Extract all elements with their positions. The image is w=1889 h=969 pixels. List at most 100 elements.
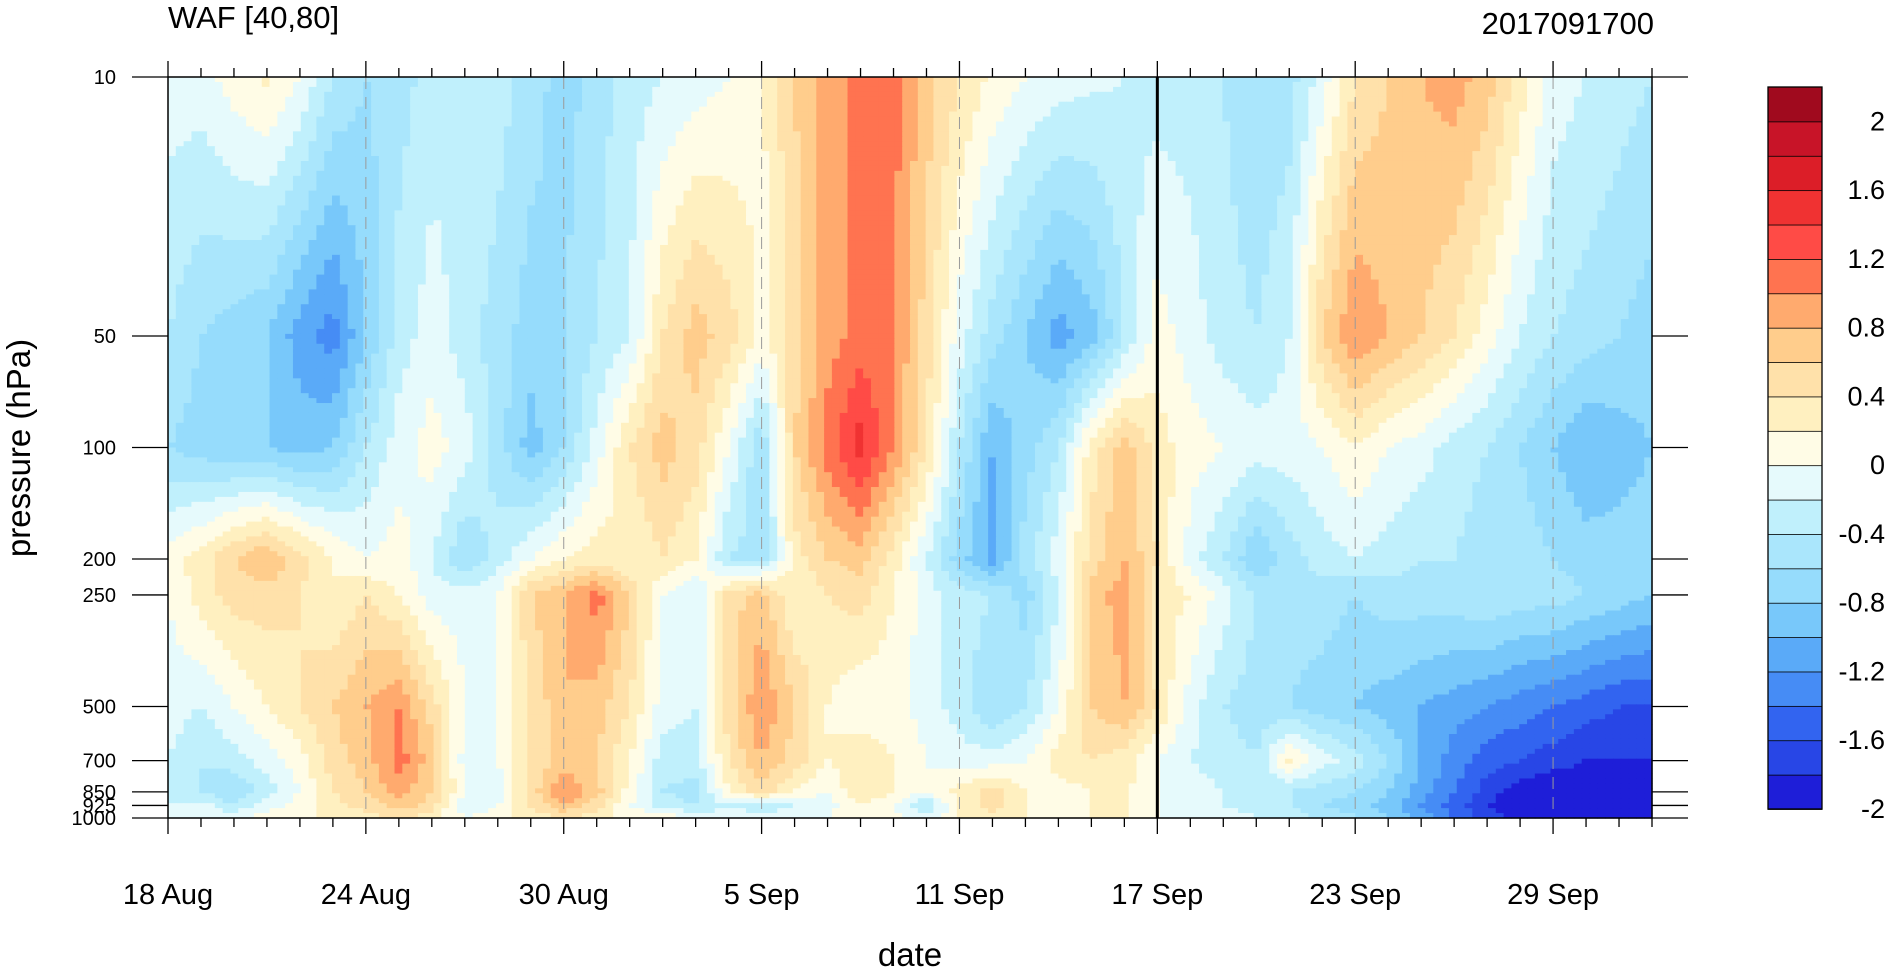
contour-cell [1612, 170, 1622, 177]
contour-cell [441, 180, 450, 187]
contour-cell [824, 81, 833, 88]
contour-cell [660, 101, 669, 108]
contour-cell [230, 101, 239, 108]
contour-cell [1441, 96, 1450, 103]
contour-cell [628, 101, 638, 108]
contour-cell [332, 175, 341, 182]
contour-cell [503, 77, 513, 83]
contour-cell [230, 96, 239, 103]
contour-cell [292, 156, 302, 162]
contour-cell [1042, 86, 1052, 93]
contour-cell [355, 160, 364, 167]
contour-cell [847, 86, 856, 93]
contour-cell [636, 116, 646, 123]
contour-cell [402, 126, 411, 132]
contour-cell [1339, 170, 1348, 177]
contour-cell [183, 116, 193, 123]
contour-cell [332, 131, 341, 137]
contour-cell [1159, 86, 1169, 93]
contour-cell [394, 111, 403, 118]
contour-cell [675, 136, 685, 142]
contour-cell [1441, 81, 1450, 88]
contour-cell [1339, 101, 1348, 108]
contour-cell [605, 141, 614, 147]
contour-cell [456, 195, 466, 202]
contour-cell [980, 156, 989, 162]
contour-cell [339, 81, 349, 88]
contour-cell [175, 165, 185, 172]
contour-cell [316, 146, 325, 152]
contour-cell [535, 195, 544, 202]
contour-cell [394, 146, 403, 152]
contour-cell [628, 146, 638, 152]
contour-cell [1097, 101, 1106, 108]
contour-cell [1027, 151, 1036, 157]
contour-cell [636, 170, 646, 177]
contour-cell [589, 77, 599, 83]
contour-cell [902, 190, 911, 197]
contour-cell [277, 205, 286, 211]
contour-cell [207, 180, 216, 187]
contour-cell [870, 190, 880, 197]
contour-cell [1417, 116, 1427, 123]
contour-cell [1605, 200, 1614, 207]
contour-cell [1417, 131, 1427, 137]
contour-cell [1425, 170, 1434, 177]
contour-cell [1238, 131, 1247, 137]
contour-cell [589, 180, 599, 187]
contour-cell [425, 185, 435, 192]
contour-cell [691, 106, 700, 113]
contour-cell [175, 77, 185, 83]
contour-cell [1472, 160, 1481, 167]
contour-cell [605, 101, 614, 108]
contour-cell [363, 136, 372, 142]
contour-cell [246, 185, 255, 192]
contour-cell [933, 131, 942, 137]
contour-cell [1464, 160, 1473, 167]
contour-cell [464, 195, 474, 202]
contour-cell [738, 175, 747, 182]
contour-cell [1159, 165, 1169, 172]
contour-cell [308, 190, 317, 197]
contour-cell [1519, 101, 1528, 108]
contour-cell [238, 126, 247, 132]
contour-cell [183, 126, 193, 132]
contour-cell [308, 200, 317, 207]
contour-cell [246, 151, 255, 157]
contour-cell [253, 126, 263, 132]
contour-cell [175, 106, 185, 113]
contour-cell [1136, 136, 1145, 142]
contour-cell [1206, 141, 1216, 147]
contour-cell [449, 180, 458, 187]
contour-cell [1339, 165, 1348, 172]
contour-cell [972, 111, 981, 118]
contour-cell [995, 111, 1005, 118]
contour-cell [207, 91, 216, 98]
contour-cell [238, 116, 247, 123]
contour-cell [628, 77, 638, 83]
contour-cell [363, 185, 372, 192]
contour-cell [1394, 195, 1403, 202]
contour-cell [714, 195, 724, 202]
contour-cell [1120, 121, 1130, 127]
contour-cell [870, 101, 880, 108]
contour-cell [1167, 146, 1177, 152]
contour-cell [980, 200, 989, 207]
contour-cell [1511, 195, 1520, 202]
contour-cell [644, 190, 653, 197]
contour-cell [394, 121, 403, 127]
contour-cell [1206, 195, 1216, 202]
contour-cell [261, 106, 271, 113]
contour-cell [1339, 195, 1348, 202]
contour-cell [527, 141, 536, 147]
contour-cell [1370, 190, 1380, 197]
contour-cell [355, 96, 364, 103]
contour-cell [402, 131, 411, 137]
contour-cell [894, 165, 903, 172]
contour-cell [222, 146, 232, 152]
contour-cell [1292, 200, 1302, 207]
contour-cell [621, 121, 630, 127]
contour-cell [394, 106, 403, 113]
contour-cell [613, 111, 622, 118]
contour-cell [870, 126, 880, 132]
